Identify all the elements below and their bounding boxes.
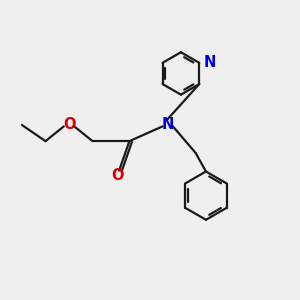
Text: O: O [111,167,124,182]
Text: N: N [203,55,216,70]
Text: O: O [63,118,75,133]
Text: N: N [161,118,174,133]
